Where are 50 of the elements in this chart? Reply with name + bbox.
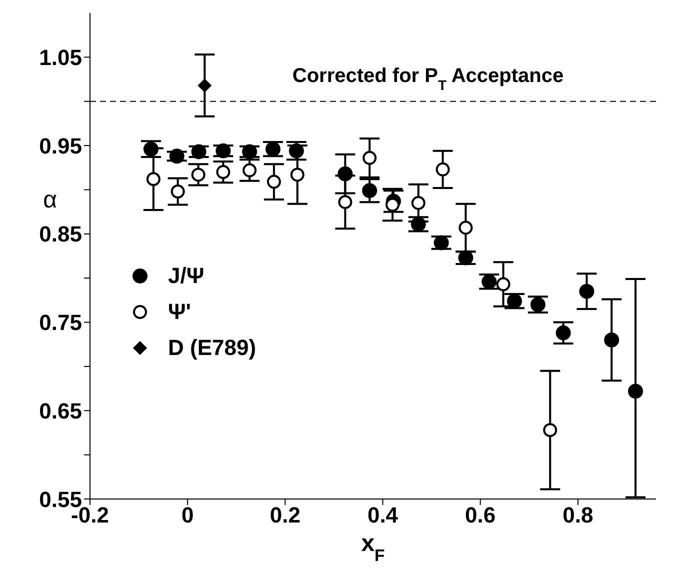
x-tick-label: 0.2 [270, 502, 300, 528]
point [411, 196, 426, 210]
point [143, 142, 158, 157]
y-tick-label: 1.05 [39, 44, 82, 70]
point [266, 174, 281, 189]
y-axis-title: α [43, 186, 58, 214]
y-tick-label: 0.85 [39, 222, 82, 247]
point [434, 235, 449, 250]
y-tick-label: 0.75 [39, 310, 82, 336]
point [482, 274, 497, 290]
x-axis-title: x$_{F}$ [361, 530, 385, 564]
point [216, 165, 230, 180]
y-tick-label: 0.95 [39, 133, 82, 158]
x-tick-label: 0.6 [465, 502, 496, 528]
point [169, 148, 184, 164]
point [362, 150, 377, 165]
point [242, 163, 257, 178]
point [386, 198, 400, 212]
point [170, 184, 185, 198]
point [362, 183, 378, 198]
point [338, 195, 352, 210]
y-tick-label: 0.65 [39, 398, 82, 424]
point [579, 284, 594, 299]
point [604, 332, 620, 348]
point [496, 277, 510, 292]
legend-label: Ψ' [168, 299, 192, 325]
legend-label: J/Ψ [168, 263, 204, 289]
point [556, 325, 571, 340]
x-tick-label: 0 [181, 502, 194, 528]
point [530, 297, 546, 312]
point [410, 216, 426, 232]
point [543, 423, 558, 438]
point [198, 78, 212, 92]
point [436, 162, 450, 176]
point [338, 166, 353, 182]
x-tick-label: 0.4 [367, 502, 399, 528]
point [191, 144, 206, 160]
point [290, 168, 304, 182]
point [458, 250, 474, 266]
point [146, 172, 160, 186]
point [458, 220, 473, 235]
point [242, 144, 258, 160]
point [216, 143, 231, 158]
x-tick-label: 0.8 [562, 502, 594, 528]
point [265, 142, 280, 157]
legend-label: D (E789) [168, 335, 256, 361]
point [628, 384, 644, 399]
annotation: Corrected for P$_{T}$ Acceptance [292, 65, 564, 93]
point [191, 168, 206, 182]
point [507, 294, 522, 309]
